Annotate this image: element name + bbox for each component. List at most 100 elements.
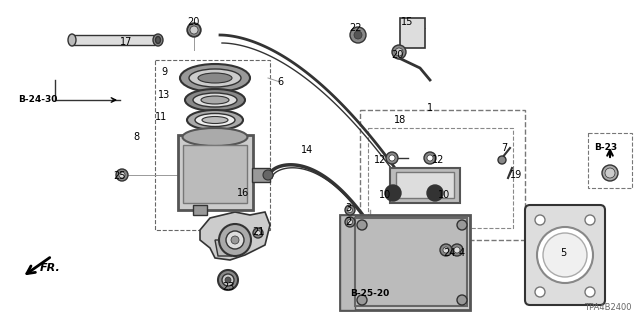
Polygon shape [340,215,355,310]
Text: 4: 4 [459,248,465,258]
Circle shape [354,31,362,39]
Circle shape [443,247,449,253]
Bar [155,60,270,230]
Bar [252,168,270,182]
Circle shape [457,295,467,305]
Circle shape [116,169,128,181]
Text: 13: 13 [158,90,170,100]
Circle shape [119,172,125,178]
Bar [396,172,454,198]
Ellipse shape [156,36,161,44]
Circle shape [535,287,545,297]
Polygon shape [200,212,270,260]
Text: 20: 20 [187,17,199,27]
Circle shape [345,217,355,227]
Text: B-23: B-23 [595,143,618,153]
Circle shape [585,287,595,297]
Circle shape [543,233,587,277]
Circle shape [350,27,366,43]
Text: 9: 9 [161,67,167,77]
Ellipse shape [68,34,76,46]
Text: FR.: FR. [40,263,60,273]
Text: 6: 6 [277,77,283,87]
Text: 7: 7 [501,143,507,153]
Circle shape [348,207,353,212]
Circle shape [537,227,593,283]
Circle shape [345,205,355,215]
Text: 24: 24 [443,248,455,258]
Text: 1: 1 [427,103,433,113]
Circle shape [498,156,506,164]
Ellipse shape [180,64,250,92]
Circle shape [348,220,353,225]
Circle shape [231,236,239,244]
Text: 5: 5 [560,248,566,258]
Text: 25: 25 [114,171,126,181]
Bar [178,135,253,210]
Circle shape [427,155,433,161]
Text: 19: 19 [510,170,522,180]
Text: 23: 23 [222,282,234,292]
Polygon shape [72,35,155,45]
Text: 14: 14 [301,145,313,155]
Bar [193,205,207,215]
Ellipse shape [198,73,232,83]
Circle shape [389,155,395,161]
Circle shape [357,295,367,305]
Bar [360,110,525,240]
Circle shape [357,220,367,230]
Circle shape [226,231,244,249]
Ellipse shape [195,114,235,126]
Circle shape [253,228,263,238]
Circle shape [385,185,401,201]
Text: 21: 21 [252,227,264,237]
Bar [340,215,470,310]
Circle shape [457,220,467,230]
Text: 8: 8 [133,132,139,142]
Circle shape [225,277,231,283]
Circle shape [255,230,260,236]
Text: TPA4B2400: TPA4B2400 [584,303,632,312]
Text: 11: 11 [155,112,167,122]
Bar [355,218,467,306]
Text: 20: 20 [391,50,403,60]
Text: 10: 10 [379,190,391,200]
Circle shape [585,215,595,225]
Bar [368,128,513,228]
Bar [390,168,460,203]
Text: 3: 3 [345,203,351,213]
Circle shape [424,152,436,164]
Text: 2: 2 [345,217,351,227]
Circle shape [218,270,238,290]
Ellipse shape [189,69,241,87]
Ellipse shape [182,128,248,146]
Ellipse shape [193,93,237,107]
Text: 12: 12 [432,155,444,165]
Bar [183,145,247,203]
Circle shape [454,247,460,253]
Ellipse shape [187,110,243,130]
Circle shape [187,23,201,37]
Circle shape [535,215,545,225]
Circle shape [263,170,273,180]
Circle shape [451,244,463,256]
Text: 12: 12 [374,155,386,165]
Bar [588,133,632,188]
Circle shape [602,165,618,181]
Circle shape [440,244,452,256]
Ellipse shape [202,116,228,124]
Circle shape [222,274,234,286]
Text: 10: 10 [438,190,450,200]
Circle shape [392,45,406,59]
Text: 16: 16 [237,188,249,198]
Ellipse shape [153,34,163,46]
FancyBboxPatch shape [525,205,605,305]
Text: 17: 17 [120,37,132,47]
Circle shape [427,185,443,201]
Text: B-24-30: B-24-30 [19,95,58,105]
Text: 22: 22 [349,23,361,33]
Circle shape [190,26,198,34]
Circle shape [605,168,615,178]
Text: B-25-20: B-25-20 [350,289,390,298]
Polygon shape [215,240,232,256]
